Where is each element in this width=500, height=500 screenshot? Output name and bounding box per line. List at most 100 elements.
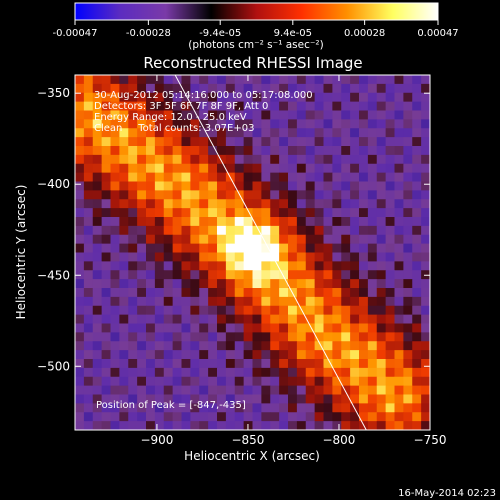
- heatmap-cell: [92, 172, 103, 182]
- heatmap-cell: [403, 83, 413, 94]
- heatmap-cell: [146, 359, 156, 369]
- heatmap-cell: [199, 394, 209, 404]
- heatmap-cell: [385, 181, 395, 191]
- heatmap-cell: [359, 146, 369, 156]
- heatmap-cell: [101, 234, 111, 245]
- heatmap-cell: [119, 323, 129, 333]
- heatmap-cell: [394, 261, 404, 271]
- heatmap-cell: [314, 376, 324, 387]
- heatmap-cell: [190, 110, 200, 120]
- heatmap-cell: [92, 163, 103, 174]
- heatmap-cell: [359, 305, 369, 316]
- heatmap-cell: [394, 128, 404, 138]
- heatmap-cell: [243, 412, 253, 422]
- heatmap-cell: [83, 190, 94, 200]
- heatmap-cell: [412, 92, 422, 103]
- heatmap-cell: [225, 252, 236, 262]
- heatmap-cell: [92, 270, 103, 280]
- heatmap-cell: [234, 359, 245, 369]
- heatmap-cell: [403, 279, 413, 289]
- heatmap-cell: [243, 234, 253, 245]
- heatmap-cell: [101, 270, 111, 280]
- heatmap-cell: [367, 288, 378, 298]
- heatmap-cell: [137, 279, 147, 289]
- heatmap-cell: [83, 252, 94, 262]
- heatmap-cell: [394, 341, 404, 351]
- heatmap-cell: [403, 154, 413, 165]
- heatmap-cell: [270, 163, 280, 174]
- heatmap-cell: [341, 217, 351, 227]
- heatmap-cell: [217, 421, 227, 430]
- heatmap-cell: [367, 323, 378, 333]
- heatmap-cell: [367, 359, 378, 369]
- heatmap-cell: [137, 252, 147, 262]
- heatmap-cell: [261, 359, 271, 369]
- y-tick-label: −400: [37, 177, 70, 191]
- heatmap-cell: [225, 119, 236, 129]
- heatmap-cell: [305, 270, 316, 280]
- heatmap-cell: [190, 172, 200, 182]
- heatmap-cell: [350, 296, 360, 307]
- heatmap-cell: [421, 83, 430, 94]
- heatmap-cell: [181, 92, 191, 103]
- heatmap-cell: [119, 146, 129, 156]
- heatmap-cell: [163, 341, 174, 351]
- heatmap-cell: [110, 367, 120, 378]
- heatmap-cell: [376, 190, 387, 200]
- heatmap-cell: [163, 421, 174, 430]
- heatmap-cell: [128, 128, 138, 138]
- heatmap-cell: [75, 341, 85, 351]
- heatmap-cell: [101, 199, 111, 209]
- heatmap-cell: [190, 119, 200, 129]
- heatmap-cell: [146, 137, 156, 147]
- heatmap-cell: [119, 154, 129, 165]
- heatmap-cell: [305, 243, 316, 253]
- heatmap-cell: [137, 101, 147, 111]
- heatmap-cell: [314, 323, 324, 333]
- heatmap-cell: [146, 101, 156, 111]
- heatmap-cell: [190, 243, 200, 253]
- heatmap-cell: [128, 137, 138, 147]
- heatmap-cell: [75, 190, 85, 200]
- heatmap-cell: [101, 394, 111, 404]
- heatmap-cell: [243, 243, 253, 253]
- heatmap-cell: [359, 119, 369, 129]
- heatmap-cell: [190, 305, 200, 316]
- heatmap-cell: [154, 243, 165, 253]
- heatmap-cell: [359, 367, 369, 378]
- heatmap-cell: [154, 421, 165, 430]
- heatmap-cell: [199, 137, 209, 147]
- heatmap-cell: [199, 296, 209, 307]
- heatmap-cell: [217, 359, 227, 369]
- heatmap-cell: [252, 376, 262, 387]
- heatmap-cell: [332, 288, 342, 298]
- heatmap-cell: [403, 332, 413, 342]
- heatmap-cell: [252, 181, 262, 191]
- heatmap-cell: [296, 341, 307, 351]
- heatmap-cell: [225, 163, 236, 174]
- heatmap-cell: [332, 421, 342, 430]
- heatmap-cell: [412, 154, 422, 165]
- heatmap-cell: [367, 243, 378, 253]
- heatmap-cell: [101, 288, 111, 298]
- heatmap-cell: [305, 296, 316, 307]
- heatmap-cell: [261, 119, 271, 129]
- heatmap-cell: [128, 225, 138, 236]
- heatmap-cell: [270, 172, 280, 182]
- heatmap-cell: [305, 101, 316, 111]
- heatmap-cell: [146, 394, 156, 404]
- heatmap-cell: [75, 421, 85, 430]
- heatmap-cell: [163, 323, 174, 333]
- heatmap-cell: [412, 252, 422, 262]
- heatmap-cell: [243, 341, 253, 351]
- heatmap-cell: [101, 190, 111, 200]
- heatmap-cell: [359, 341, 369, 351]
- heatmap-cell: [270, 314, 280, 324]
- heatmap-cell: [350, 83, 360, 94]
- heatmap-cell: [137, 323, 147, 333]
- heatmap-cell: [261, 190, 271, 200]
- heatmap-cell: [110, 208, 120, 218]
- heatmap-cell: [261, 305, 271, 316]
- heatmap-cell: [208, 128, 218, 138]
